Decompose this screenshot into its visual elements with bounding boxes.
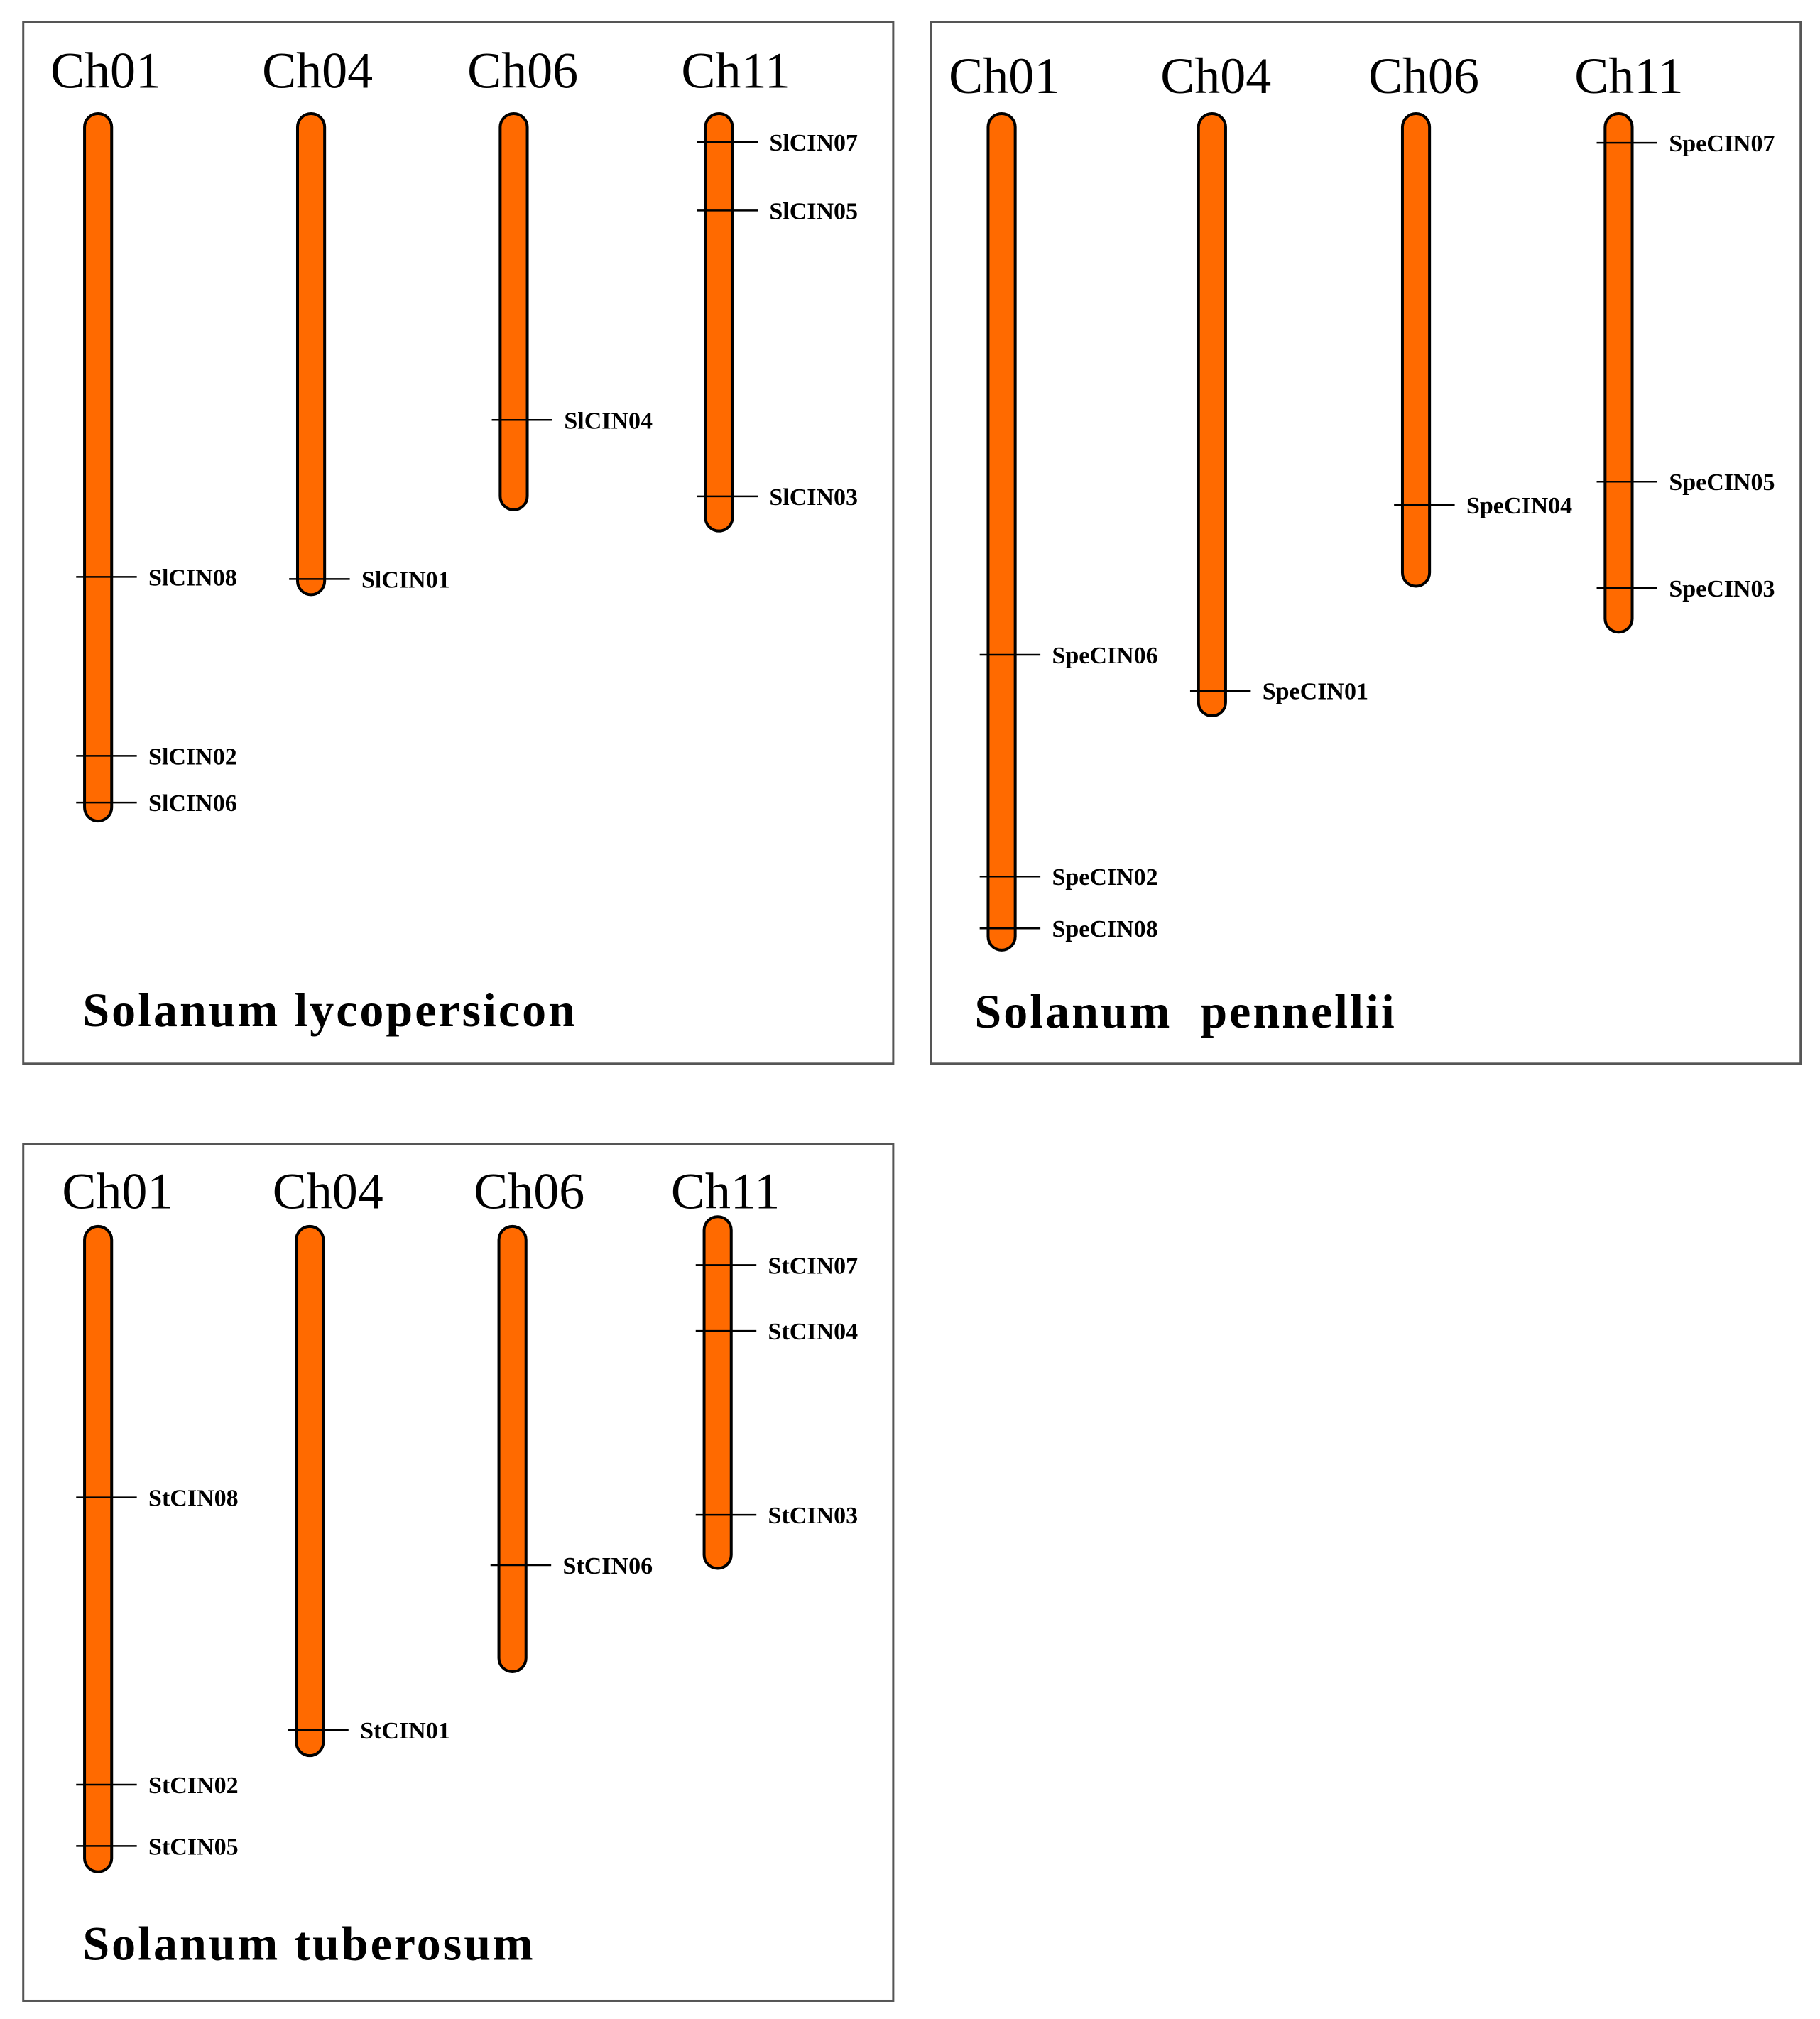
chromosome-bar [295, 1224, 325, 1758]
chromosome-label: Ch04 [1160, 48, 1271, 104]
gene-label: SpeCIN01 [1263, 679, 1368, 705]
gene-marker-stcin04: StCIN04 [695, 1319, 859, 1345]
chromosome-bar [1603, 111, 1634, 634]
gene-marker-specin07: SpeCIN07 [1596, 131, 1775, 157]
gene-marker-stcin03: StCIN03 [695, 1503, 859, 1529]
chromosome-label: Ch06 [467, 43, 578, 99]
gene-label: SpeCIN02 [1052, 864, 1157, 891]
gene-marker-stcin01: StCIN01 [288, 1718, 450, 1744]
chromosome-ch04: Ch04 StCIN01 [273, 1163, 450, 1758]
chromosome-ch11: Ch11 SlCIN07 SlCIN05 SlCIN03 [681, 43, 858, 533]
gene-marker-slcin07: SlCIN07 [697, 130, 858, 156]
gene-marker-specin05: SpeCIN05 [1596, 469, 1775, 496]
gene-label: SlCIN06 [148, 790, 237, 817]
gene-label: SlCIN03 [769, 484, 858, 511]
chromosome-bar [83, 111, 114, 823]
gene-label: StCIN07 [768, 1253, 859, 1279]
gene-marker-slcin02: SlCIN02 [76, 744, 237, 770]
gene-marker-specin01: SpeCIN01 [1189, 679, 1368, 705]
chromosome-label: Ch04 [262, 43, 373, 99]
chromosome-ch01: Ch01 StCIN08 StCIN02 StCIN05 [62, 1163, 239, 1873]
species-label: Solanum tuberosum [82, 1916, 535, 1970]
gene-label: SlCIN04 [564, 408, 653, 434]
gene-label: SpeCIN07 [1669, 131, 1775, 157]
chromosome-label: Ch11 [671, 1163, 780, 1219]
gene-label: SlCIN07 [769, 130, 858, 156]
gene-marker-stcin05: StCIN05 [76, 1834, 239, 1860]
chromosome-ch04: Ch04 SlCIN01 [262, 43, 450, 597]
gene-marker-specin08: SpeCIN08 [979, 916, 1158, 942]
gene-label: StCIN08 [148, 1486, 239, 1512]
chromosome-ch11: Ch11 StCIN07 StCIN04 StCIN03 [671, 1163, 859, 1570]
gene-label: StCIN04 [768, 1319, 859, 1345]
gene-marker-specin02: SpeCIN02 [979, 864, 1158, 891]
gene-label: SlCIN01 [361, 567, 450, 593]
gene-label: StCIN05 [148, 1834, 239, 1860]
chromosome-bar [702, 1215, 733, 1570]
chromosome-ch06: Ch06 StCIN06 [474, 1163, 653, 1673]
gene-label: StCIN01 [360, 1718, 450, 1744]
chromosome-bar [704, 111, 734, 533]
gene-label: SlCIN02 [148, 744, 237, 770]
gene-label: SlCIN05 [769, 198, 858, 224]
gene-label: StCIN03 [768, 1503, 859, 1529]
species-label: Solanum pennellii [974, 984, 1396, 1038]
gene-marker-slcin03: SlCIN03 [697, 484, 858, 511]
gene-label: SpeCIN04 [1466, 493, 1572, 519]
gene-label: SpeCIN03 [1669, 576, 1775, 602]
chromosome-label: Ch01 [50, 43, 161, 99]
panel-solanum-pennellii: Ch01 SpeCIN06 SpeCIN02 SpeCIN08 Ch04 SpeCIN01… [930, 21, 1802, 1065]
panel-border [930, 21, 1802, 1065]
gene-label: StCIN02 [148, 1773, 239, 1799]
chromosome-ch06: Ch06 SpeCIN04 [1368, 48, 1572, 588]
gene-marker-stcin08: StCIN08 [76, 1486, 239, 1512]
chromosome-bar [295, 111, 327, 597]
gene-marker-specin03: SpeCIN03 [1596, 576, 1775, 602]
panel-border [22, 1143, 895, 2002]
gene-label: SpeCIN08 [1052, 916, 1157, 942]
chromosome-label: Ch11 [1574, 48, 1683, 104]
chromosome-label: Ch01 [62, 1163, 173, 1219]
chromosome-label: Ch01 [949, 48, 1059, 104]
gene-label: SpeCIN05 [1669, 469, 1775, 496]
gene-marker-stcin06: StCIN06 [490, 1553, 653, 1579]
chromosome-label: Ch06 [1368, 48, 1479, 104]
panel-border [22, 21, 895, 1065]
gene-marker-slcin01: SlCIN01 [289, 567, 450, 593]
species-label: Solanum lycopersicon [82, 983, 577, 1037]
gene-marker-stcin07: StCIN07 [695, 1253, 859, 1279]
chromosome-ch06: Ch06 SlCIN04 [467, 43, 653, 511]
gene-label: StCIN06 [563, 1553, 653, 1579]
gene-marker-slcin05: SlCIN05 [697, 198, 858, 224]
chromosome-ch01: Ch01 SlCIN08 SlCIN02 SlCIN06 [50, 43, 237, 823]
chromosome-ch04: Ch04 SpeCIN01 [1160, 48, 1368, 718]
panel-solanum-tuberosum: Ch01 StCIN08 StCIN02 StCIN05 Ch04 StCIN01 Ch06… [22, 1143, 895, 2002]
panel-solanum-lycopersicon: Ch01 SlCIN08 SlCIN02 SlCIN06 Ch04 SlCIN01 Ch06… [22, 21, 895, 1065]
gene-marker-stcin02: StCIN02 [76, 1773, 239, 1799]
chromosome-bar [1400, 111, 1432, 588]
chromosome-bar [83, 1224, 114, 1873]
gene-marker-slcin04: SlCIN04 [491, 408, 653, 434]
gene-label: SlCIN08 [148, 565, 237, 591]
chromosome-bar [497, 1224, 528, 1673]
gene-marker-specin04: SpeCIN04 [1394, 493, 1572, 519]
chromosome-bar [986, 111, 1017, 952]
chromosome-ch01: Ch01 SpeCIN06 SpeCIN02 SpeCIN08 [949, 48, 1158, 952]
gene-label: SpeCIN06 [1052, 643, 1157, 669]
chromosome-ch11: Ch11 SpeCIN07 SpeCIN05 SpeCIN03 [1574, 48, 1775, 634]
chromosome-label: Ch06 [474, 1163, 584, 1219]
chromosome-bar [1197, 111, 1227, 718]
gene-marker-specin06: SpeCIN06 [979, 643, 1158, 669]
gene-marker-slcin06: SlCIN06 [76, 790, 237, 817]
chromosome-bar [498, 111, 529, 511]
chromosome-label: Ch04 [273, 1163, 383, 1219]
chromosome-label: Ch11 [681, 43, 790, 99]
gene-marker-slcin08: SlCIN08 [76, 565, 237, 591]
